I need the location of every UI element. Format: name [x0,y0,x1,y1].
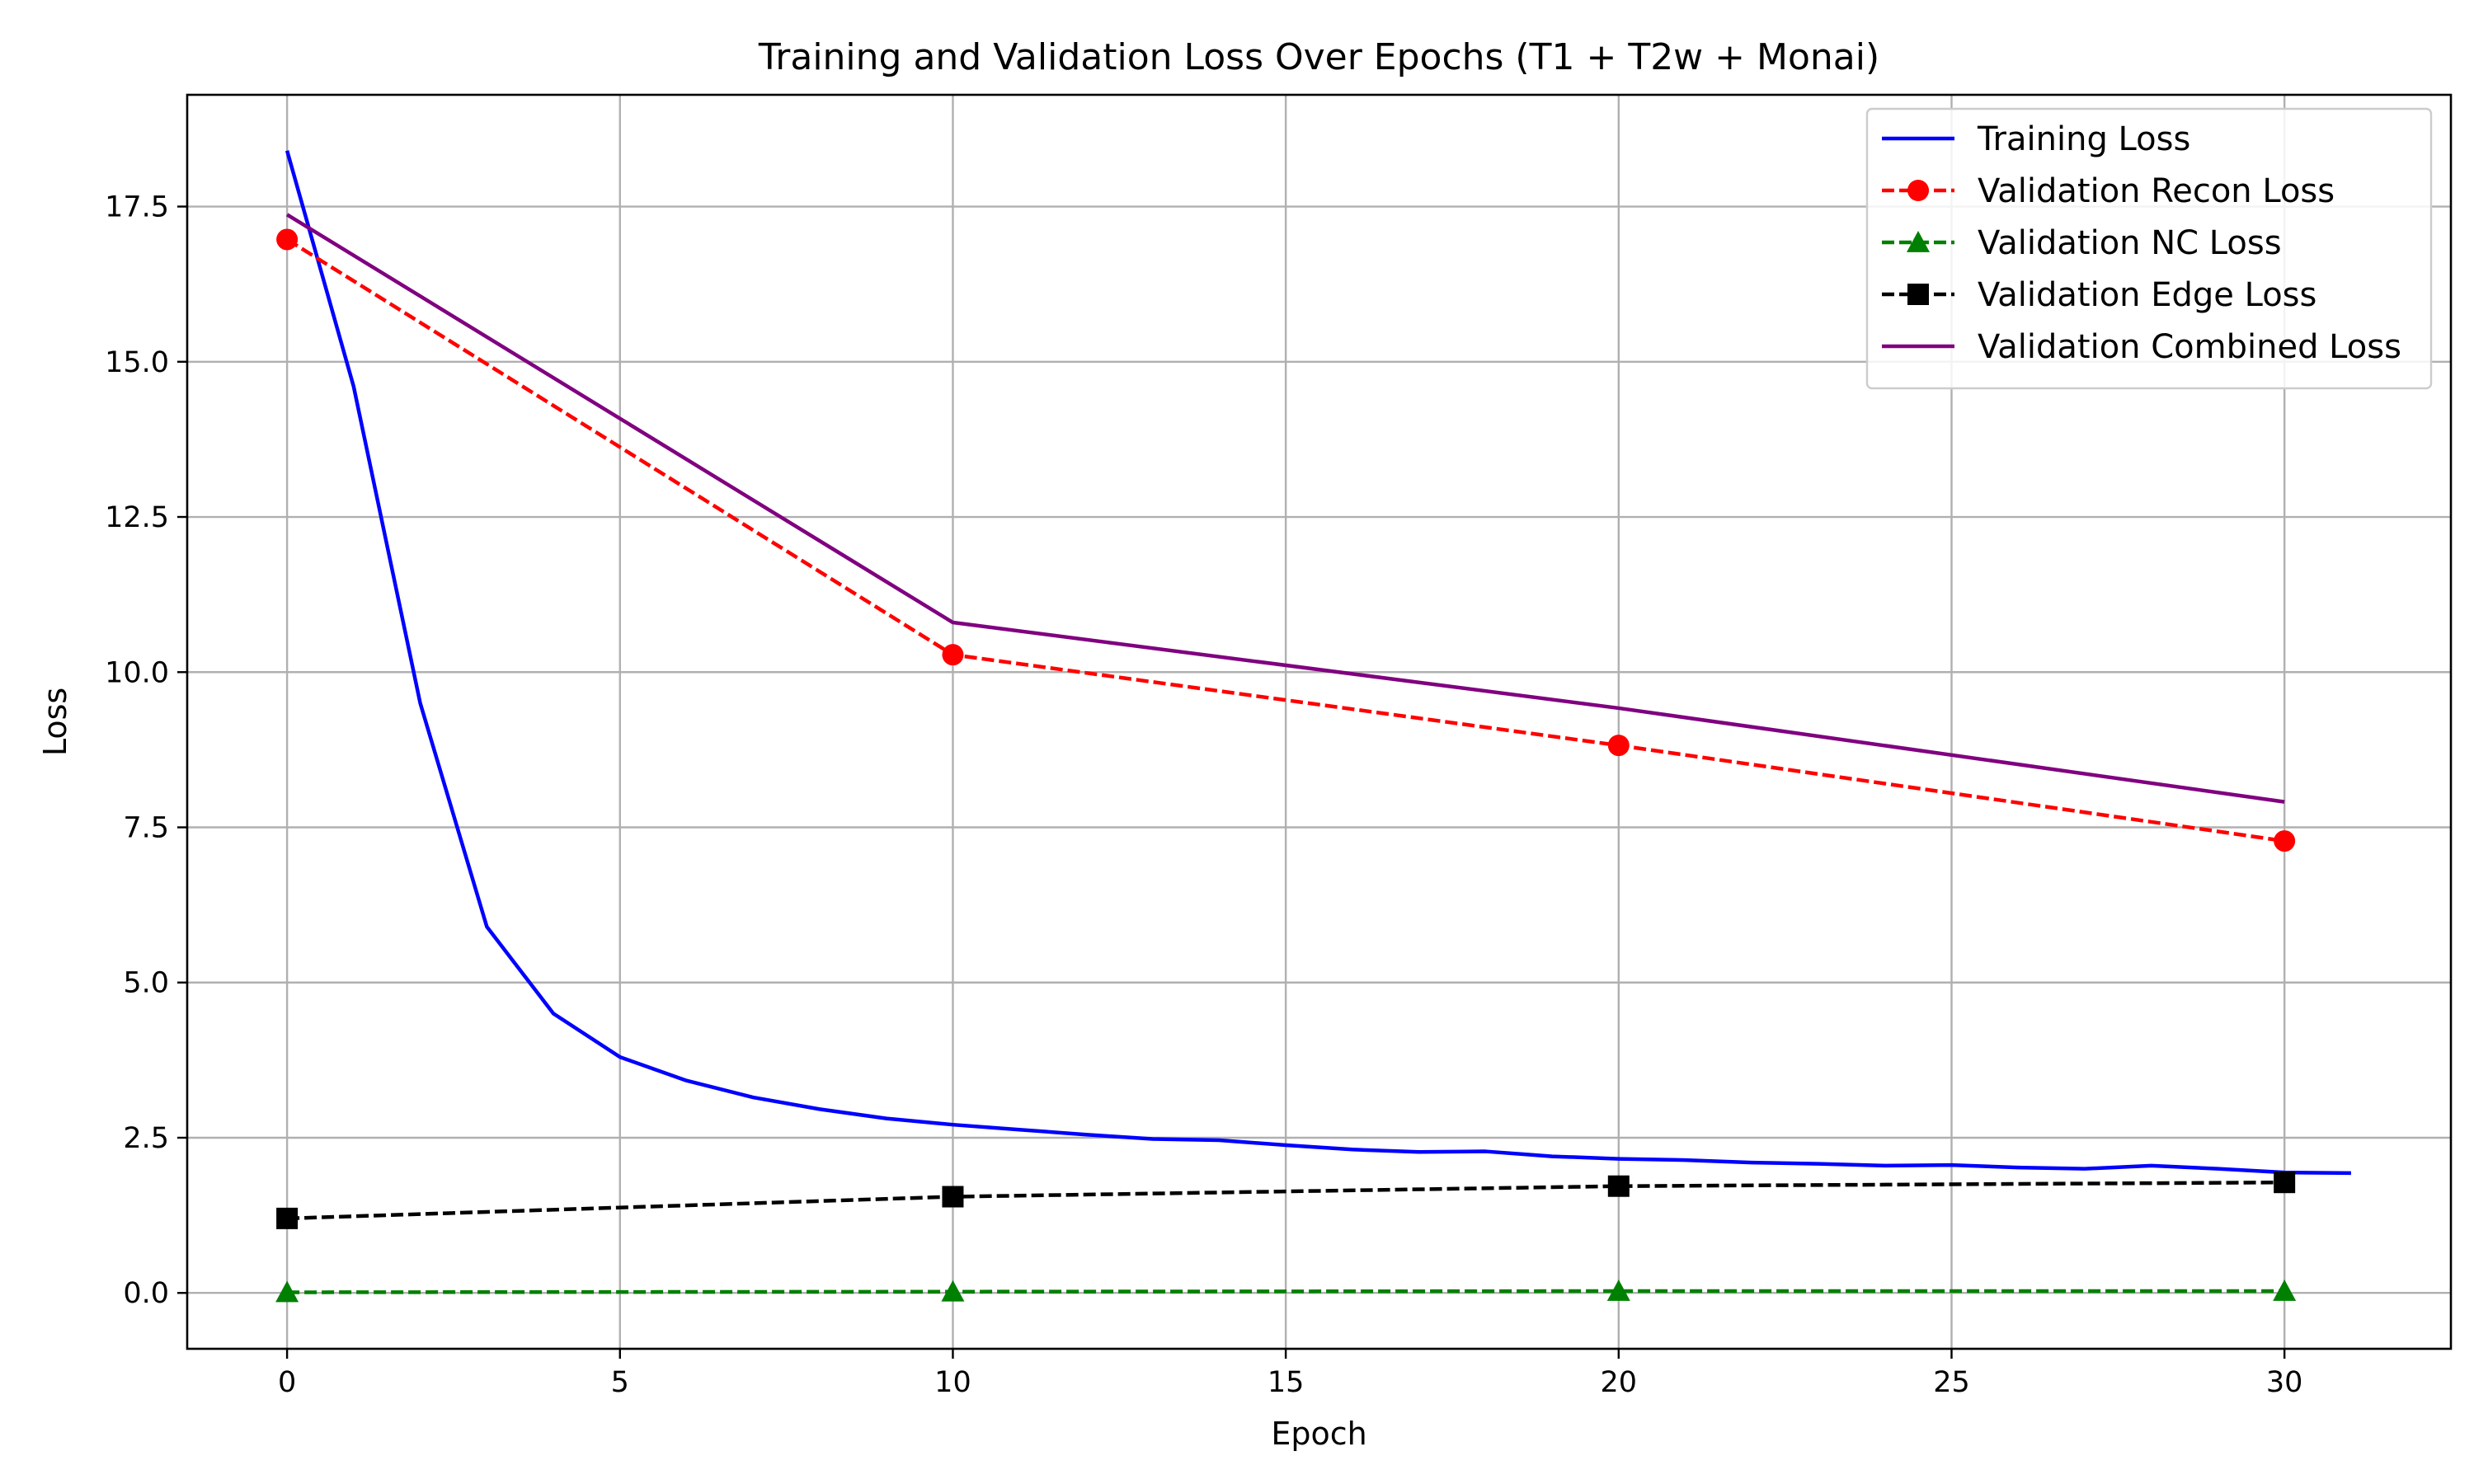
plot-frame [186,93,2453,1350]
chart-title: Training and Validation Loss Over Epochs… [758,36,1879,78]
y-tick-label: 5.0 [123,967,169,1000]
legend-item-validation-edge-loss: Validation Edge Loss [1882,276,2316,314]
legend-label: Validation Recon Loss [1978,172,2335,210]
x-tick-label: 5 [611,1366,629,1399]
validation-nc-loss-point [2273,1279,2297,1301]
legend-item-training-loss: Training Loss [1882,120,2190,158]
training-loss-series [285,150,2351,1176]
x-tick-label: 20 [1601,1366,1638,1399]
legend-item-validation-nc-loss: Validation NC Loss [1882,224,2282,262]
x-tick-label: 30 [2266,1366,2303,1399]
x-tick-label: 25 [1933,1366,1970,1399]
legend-label: Validation Combined Loss [1978,328,2401,366]
y-tick-label: 10.0 [105,656,169,689]
validation-recon-loss-point [2274,830,2296,852]
validation-edge-loss-point [942,1186,964,1208]
validation-nc-loss-point [941,1280,965,1302]
y-tick-label: 15.0 [105,346,169,379]
legend-validation-nc-loss-point [1907,231,1930,252]
y-tick-label: 17.5 [105,191,169,224]
validation-recon-loss-point [1607,735,1630,757]
validation-edge-loss-point [276,1207,299,1229]
validation-recon-loss-point [942,644,964,666]
validation-edge-loss-line [287,1180,2285,1221]
legend-label: Validation Edge Loss [1978,276,2316,314]
legend-item-validation-recon-loss: Validation Recon Loss [1882,172,2335,210]
x-axis-label: Epoch [1271,1416,1366,1452]
axes: 0 5 10 15 20 25 30 0.0 2.5 5.0 7.5 10.0 12.5 15.0 17.5 [105,191,2302,1399]
validation-recon-loss-line [285,237,2285,843]
legend-validation-recon-loss-point [1907,180,1929,201]
series-layer [275,150,2351,1303]
validation-combined-loss-line [285,213,2285,804]
x-tick-label: 10 [934,1366,971,1399]
y-tick-label: 0.0 [123,1277,169,1310]
validation-nc-loss-point [275,1280,299,1303]
legend-validation-edge-loss-point [1907,284,1929,305]
validation-recon-loss-point [276,228,299,251]
y-axis-label: Loss [37,688,73,756]
training-loss-line [285,150,2351,1176]
y-tick-label: 12.5 [105,501,169,534]
validation-nc-loss-series [275,1279,2297,1303]
validation-edge-loss-point [2274,1172,2296,1194]
legend-label: Training Loss [1977,120,2190,158]
x-tick-label: 15 [1268,1366,1305,1399]
validation-combined-loss-series [285,213,2285,804]
validation-recon-loss-series [276,228,2296,852]
legend: Training Loss Validation Recon Loss Valida… [1865,107,2433,390]
legend-box [1865,107,2433,390]
y-tick-label: 7.5 [123,812,169,845]
legend-label: Validation NC Loss [1978,224,2282,262]
legend-item-validation-combined-loss: Validation Combined Loss [1882,328,2401,366]
x-tick-label: 0 [278,1366,296,1399]
validation-nc-loss-point [1606,1279,1630,1301]
validation-edge-loss-point [1607,1175,1630,1197]
y-tick-label: 2.5 [123,1122,169,1155]
validation-edge-loss-series [276,1172,2296,1229]
validation-nc-loss-line [287,1289,2285,1294]
